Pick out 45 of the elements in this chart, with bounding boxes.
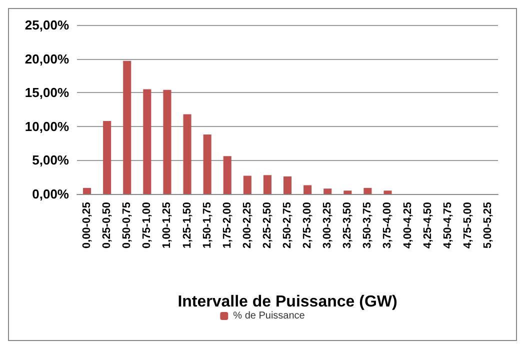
bar (324, 188, 332, 194)
x-tick-label: 3,50-3,75 (362, 202, 374, 248)
x-tick-label: 3,75-4,00 (382, 202, 394, 248)
bar (223, 156, 232, 194)
y-tick-label: 0,00% (32, 186, 70, 202)
bar (304, 185, 312, 194)
x-tick-label: 1,00-1,25 (161, 202, 174, 248)
y-tick-label: 10,00% (24, 118, 70, 134)
x-tick-label: 4,25-4,50 (422, 202, 434, 248)
x-tick-label: 2,50-2,75 (282, 202, 294, 248)
x-tick-label: 3,25-3,50 (342, 202, 354, 248)
x-tick-label: 1,75-2,00 (221, 202, 234, 248)
bar (183, 114, 192, 194)
x-tick-label: 4,75-5,00 (462, 202, 474, 248)
x-tick-label: 1,25-1,50 (181, 202, 194, 248)
x-tick-label: 4,00-4,25 (402, 202, 414, 248)
x-tick-label: 0,00-0,25 (81, 202, 94, 248)
y-tick-label: 5,00% (32, 152, 70, 168)
x-axis-title: Intervalle de Puissance (GW) (178, 294, 398, 310)
bar (384, 190, 392, 194)
bar (364, 188, 372, 194)
bar (123, 60, 132, 194)
bar (143, 89, 152, 194)
bar (243, 176, 252, 194)
x-tick-label: 2,00-2,25 (241, 202, 254, 248)
bar (203, 134, 212, 194)
bar (163, 90, 172, 194)
y-tick-label: 15,00% (24, 85, 70, 100)
x-tick-label: 1,50-1,75 (201, 202, 214, 248)
y-tick-label: 25,00% (24, 18, 70, 32)
x-tick-label: 2,25-2,50 (261, 202, 274, 248)
x-tick-label: 0,50-0,75 (121, 202, 134, 248)
x-tick-label: 4,50-4,75 (442, 202, 454, 248)
x-tick-label: 0,75-1,00 (141, 202, 154, 248)
bar (263, 175, 272, 194)
bar (83, 188, 92, 194)
bar (344, 190, 352, 194)
y-tick-label: 20,00% (24, 51, 70, 66)
bar (283, 176, 292, 194)
x-tick-label: 2,75-3,00 (302, 202, 314, 248)
legend-label: % de Puissance (233, 310, 306, 322)
x-tick-label: 5,00-5,25 (482, 202, 494, 248)
x-tick-label: 3,00-3,25 (322, 202, 334, 248)
x-tick-label: 0,25-0,50 (101, 202, 114, 248)
bar (103, 120, 112, 194)
